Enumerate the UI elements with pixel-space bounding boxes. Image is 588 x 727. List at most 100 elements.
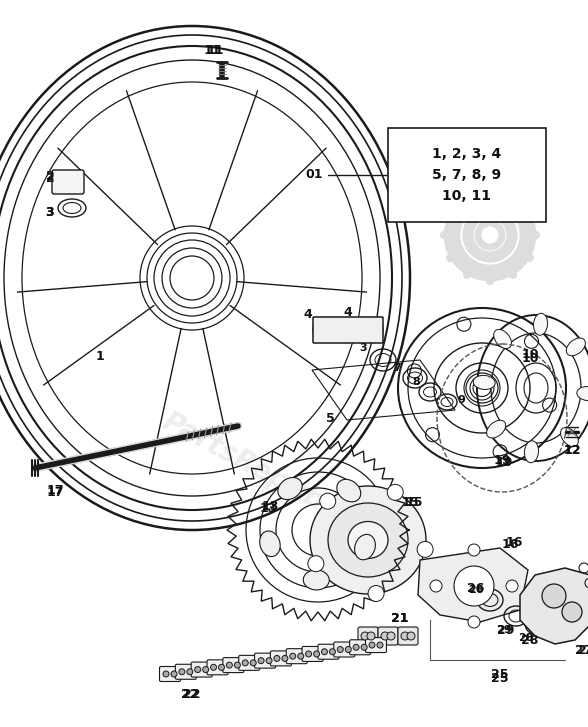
Ellipse shape bbox=[337, 479, 360, 502]
Circle shape bbox=[282, 656, 288, 662]
FancyBboxPatch shape bbox=[334, 642, 355, 657]
Circle shape bbox=[401, 632, 409, 640]
Text: 2: 2 bbox=[46, 172, 54, 185]
FancyBboxPatch shape bbox=[52, 170, 84, 194]
Text: 22: 22 bbox=[181, 688, 199, 701]
Circle shape bbox=[313, 651, 320, 657]
Circle shape bbox=[329, 648, 335, 655]
FancyBboxPatch shape bbox=[159, 667, 181, 681]
Circle shape bbox=[179, 669, 185, 675]
Text: 3: 3 bbox=[46, 206, 54, 219]
Ellipse shape bbox=[473, 375, 495, 390]
Text: 21: 21 bbox=[391, 611, 409, 624]
Circle shape bbox=[369, 642, 375, 648]
Circle shape bbox=[468, 616, 480, 628]
FancyBboxPatch shape bbox=[191, 662, 212, 677]
Text: 10: 10 bbox=[521, 348, 539, 361]
Text: 10: 10 bbox=[521, 351, 539, 364]
Circle shape bbox=[377, 642, 383, 648]
Text: 9: 9 bbox=[457, 395, 465, 405]
Circle shape bbox=[468, 544, 480, 556]
Circle shape bbox=[361, 644, 367, 650]
FancyBboxPatch shape bbox=[207, 660, 228, 675]
Circle shape bbox=[320, 493, 336, 509]
Ellipse shape bbox=[310, 486, 426, 594]
Text: 27: 27 bbox=[575, 643, 588, 656]
Circle shape bbox=[203, 667, 209, 672]
Ellipse shape bbox=[348, 521, 388, 558]
FancyBboxPatch shape bbox=[358, 627, 378, 645]
Ellipse shape bbox=[524, 441, 539, 462]
Ellipse shape bbox=[487, 420, 506, 438]
Circle shape bbox=[235, 662, 240, 668]
Circle shape bbox=[542, 584, 566, 608]
Ellipse shape bbox=[533, 313, 547, 335]
Ellipse shape bbox=[260, 531, 280, 557]
Text: 25: 25 bbox=[491, 672, 509, 685]
Circle shape bbox=[361, 632, 369, 640]
FancyBboxPatch shape bbox=[318, 644, 339, 659]
Circle shape bbox=[266, 658, 272, 664]
Text: 28: 28 bbox=[522, 633, 539, 646]
Ellipse shape bbox=[566, 338, 586, 356]
Text: 15: 15 bbox=[405, 496, 423, 508]
Text: 29: 29 bbox=[497, 624, 514, 637]
Ellipse shape bbox=[577, 387, 588, 401]
Text: 8: 8 bbox=[412, 377, 420, 387]
Text: 7: 7 bbox=[393, 363, 401, 373]
Circle shape bbox=[290, 653, 296, 659]
Text: 2: 2 bbox=[46, 169, 54, 182]
Text: 12: 12 bbox=[563, 443, 581, 457]
Circle shape bbox=[338, 646, 343, 653]
Text: 11: 11 bbox=[203, 44, 220, 57]
Text: 3: 3 bbox=[359, 343, 367, 353]
Text: PartsRepublik: PartsRepublik bbox=[158, 407, 362, 533]
Text: 4: 4 bbox=[303, 308, 312, 321]
Text: 19: 19 bbox=[495, 456, 513, 468]
FancyBboxPatch shape bbox=[175, 664, 196, 679]
Circle shape bbox=[219, 664, 225, 670]
Text: 11: 11 bbox=[206, 44, 224, 57]
Ellipse shape bbox=[355, 534, 375, 560]
Text: 12: 12 bbox=[563, 443, 581, 457]
Circle shape bbox=[306, 651, 312, 657]
Text: 27: 27 bbox=[578, 643, 588, 656]
FancyBboxPatch shape bbox=[286, 648, 308, 664]
Circle shape bbox=[367, 632, 375, 640]
Ellipse shape bbox=[560, 427, 579, 446]
Circle shape bbox=[163, 671, 169, 677]
Circle shape bbox=[242, 660, 248, 666]
Text: 15: 15 bbox=[401, 496, 419, 508]
Text: 17: 17 bbox=[46, 486, 64, 499]
Ellipse shape bbox=[494, 329, 512, 348]
Ellipse shape bbox=[303, 570, 329, 590]
Circle shape bbox=[250, 660, 256, 666]
Circle shape bbox=[562, 602, 582, 622]
Text: 5: 5 bbox=[326, 411, 335, 425]
Ellipse shape bbox=[328, 503, 408, 577]
Circle shape bbox=[258, 658, 264, 664]
Text: 22: 22 bbox=[183, 688, 201, 702]
Circle shape bbox=[454, 566, 494, 606]
Circle shape bbox=[430, 580, 442, 592]
Circle shape bbox=[298, 653, 304, 659]
FancyBboxPatch shape bbox=[270, 651, 292, 666]
Text: 13: 13 bbox=[259, 502, 277, 515]
FancyBboxPatch shape bbox=[239, 655, 260, 670]
Circle shape bbox=[387, 484, 403, 500]
Text: 16: 16 bbox=[505, 537, 523, 550]
Text: 3: 3 bbox=[46, 206, 54, 220]
Ellipse shape bbox=[278, 478, 302, 499]
Text: 1: 1 bbox=[96, 350, 105, 363]
Text: 25: 25 bbox=[491, 669, 509, 681]
FancyBboxPatch shape bbox=[398, 627, 418, 645]
Text: 1, 2, 3, 4
5, 7, 8, 9
10, 11: 1, 2, 3, 4 5, 7, 8, 9 10, 11 bbox=[432, 148, 502, 203]
FancyBboxPatch shape bbox=[313, 317, 383, 343]
Polygon shape bbox=[520, 568, 588, 644]
Circle shape bbox=[211, 664, 216, 670]
Text: 21: 21 bbox=[391, 611, 409, 624]
Text: 01: 01 bbox=[305, 169, 323, 182]
Circle shape bbox=[322, 648, 328, 655]
Circle shape bbox=[506, 580, 518, 592]
Text: 4: 4 bbox=[343, 305, 352, 318]
